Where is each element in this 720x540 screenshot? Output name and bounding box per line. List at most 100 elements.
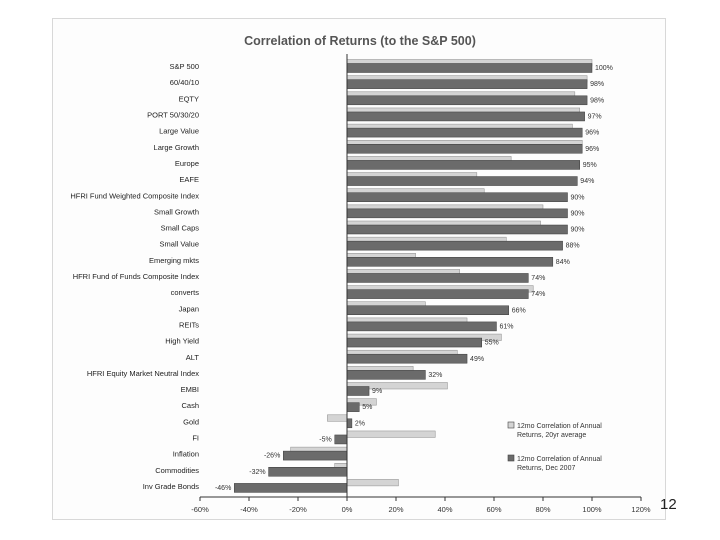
- data-label: 9%: [372, 388, 382, 395]
- x-tick-label: -60%: [191, 505, 209, 514]
- bar-dec-2007: [346, 402, 360, 412]
- bar-dec-2007: [283, 450, 348, 461]
- category-label: HFRI Equity Market Neutral Index: [87, 369, 199, 378]
- category-label: FI: [192, 434, 199, 443]
- bar-dec-2007: [234, 483, 348, 493]
- bar-dec-2007: [346, 240, 563, 251]
- data-label: 95%: [583, 162, 597, 169]
- bar-dec-2007: [346, 111, 585, 122]
- bar-dec-2007: [346, 63, 593, 73]
- category-label: Commodities: [155, 466, 199, 475]
- data-label: -46%: [215, 485, 231, 492]
- category-label: PORT 50/30/20: [147, 111, 199, 120]
- bar-dec-2007: [346, 160, 580, 170]
- bar-dec-2007: [346, 208, 568, 219]
- bar-20yr-average: [327, 414, 348, 422]
- data-label: 5%: [362, 404, 372, 411]
- x-tick-label: 80%: [535, 505, 550, 514]
- data-label: 55%: [485, 340, 499, 347]
- bar-dec-2007: [346, 127, 583, 138]
- category-label: Large Value: [159, 127, 199, 136]
- data-label: 98%: [590, 97, 604, 104]
- bar-dec-2007: [346, 321, 497, 332]
- category-label: HFRI Fund of Funds Composite Index: [73, 272, 200, 281]
- legend-text: 12mo Correlation of Annual: [517, 423, 602, 430]
- bar-dec-2007: [346, 386, 370, 396]
- data-label: 90%: [571, 194, 585, 201]
- category-label: REITs: [179, 320, 199, 329]
- category-label: 60/40/10: [170, 78, 199, 87]
- category-label: Small Caps: [161, 224, 200, 233]
- bar-dec-2007: [346, 370, 426, 380]
- category-label: Europe: [175, 159, 199, 168]
- x-tick-label: 20%: [388, 505, 403, 514]
- category-label: Japan: [179, 304, 199, 313]
- data-label: 74%: [531, 275, 545, 282]
- category-label: converts: [171, 288, 200, 297]
- data-label: 49%: [470, 356, 484, 363]
- data-label: 90%: [571, 227, 585, 234]
- legend-swatch-20yr: [507, 421, 515, 429]
- x-tick-label: 120%: [631, 505, 651, 514]
- x-tick-label: -40%: [240, 505, 258, 514]
- legend-text: Returns, Dec 2007: [517, 465, 575, 472]
- data-label: 66%: [512, 307, 526, 314]
- bar-dec-2007: [334, 434, 348, 445]
- bar-dec-2007: [346, 144, 583, 154]
- bar-dec-2007: [346, 224, 568, 235]
- bar-dec-2007: [346, 337, 482, 348]
- data-label: 96%: [585, 130, 599, 137]
- x-tick-label: 40%: [437, 505, 452, 514]
- chart-title: Correlation of Returns (to the S&P 500): [244, 34, 476, 48]
- category-label: Cash: [181, 401, 199, 410]
- data-label: 96%: [585, 146, 599, 153]
- bar-dec-2007: [346, 257, 554, 267]
- x-tick-label: 60%: [486, 505, 501, 514]
- bar-dec-2007: [346, 305, 509, 315]
- data-label: 2%: [355, 420, 365, 427]
- legend-text: Returns, 20yr average: [517, 432, 586, 439]
- bar-dec-2007: [346, 95, 588, 106]
- category-label: ALT: [186, 353, 200, 362]
- category-label: Gold: [183, 417, 199, 426]
- legend-swatch-dec-2007: [507, 454, 515, 462]
- category-label: EMBI: [181, 385, 199, 394]
- bar-dec-2007: [346, 192, 568, 202]
- x-tick-label: -20%: [289, 505, 307, 514]
- category-label: Small Value: [160, 240, 199, 249]
- category-label: HFRI Fund Weighted Composite Index: [70, 191, 199, 200]
- legend-text: 12mo Correlation of Annual: [517, 456, 602, 463]
- data-label: 97%: [588, 114, 602, 121]
- category-label: Small Growth: [154, 207, 199, 216]
- bar-dec-2007: [346, 176, 578, 186]
- bar-20yr-average: [346, 430, 436, 438]
- bar-20yr-average: [346, 479, 399, 487]
- x-tick-label: 0%: [342, 505, 353, 514]
- bar-dec-2007: [346, 79, 588, 89]
- data-label: 32%: [428, 372, 442, 379]
- category-label: S&P 500: [170, 62, 199, 71]
- bar-dec-2007: [346, 353, 468, 364]
- data-label: 84%: [556, 259, 570, 266]
- data-label: 94%: [580, 178, 594, 185]
- category-label: High Yield: [165, 337, 199, 346]
- data-label: -5%: [319, 437, 331, 444]
- x-tick-label: 100%: [582, 505, 602, 514]
- category-label: Inv Grade Bonds: [143, 482, 200, 491]
- bar-dec-2007: [346, 289, 529, 299]
- bar-dec-2007: [268, 467, 348, 477]
- data-label: 90%: [571, 210, 585, 217]
- category-label: EQTY: [179, 94, 199, 103]
- data-label: 61%: [499, 323, 513, 330]
- page-number: 12: [660, 496, 677, 513]
- category-label: Inflation: [173, 450, 199, 459]
- data-label: -26%: [264, 453, 280, 460]
- category-label: Emerging mkts: [149, 256, 199, 265]
- bar-dec-2007: [346, 273, 529, 283]
- data-label: -32%: [249, 469, 265, 476]
- data-label: 74%: [531, 291, 545, 298]
- category-label: Large Growth: [154, 143, 199, 152]
- data-label: 100%: [595, 65, 613, 72]
